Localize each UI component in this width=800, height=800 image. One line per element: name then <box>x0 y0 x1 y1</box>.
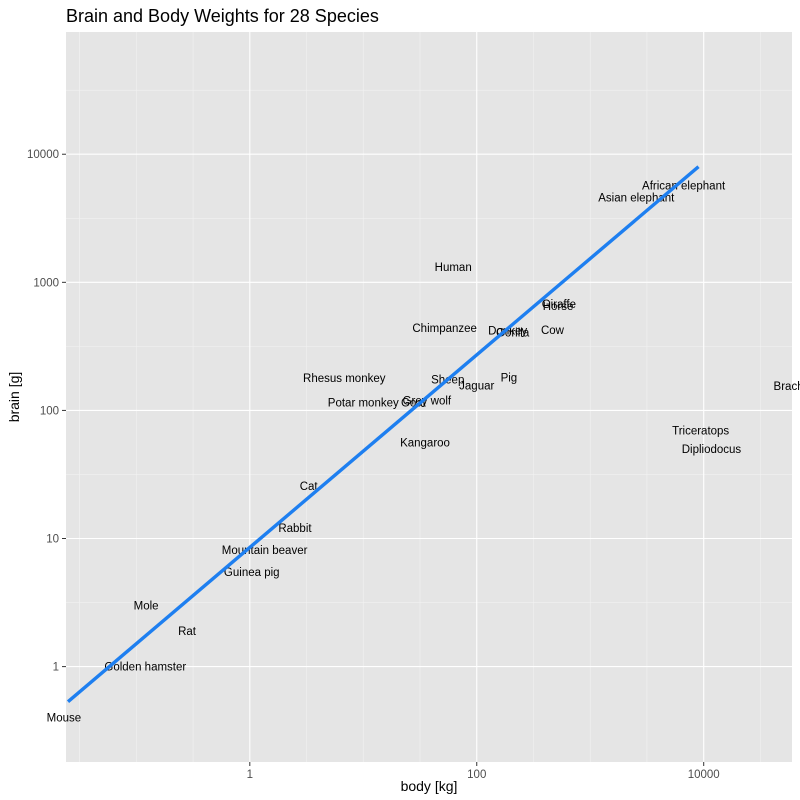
y-tick-label: 100 <box>40 405 59 417</box>
y-tick-label: 1000 <box>33 277 59 289</box>
y-tick-label: 10000 <box>27 149 59 161</box>
x-tick-label: 100 <box>467 769 486 781</box>
point-label: Dipliodocus <box>682 444 742 456</box>
chart-title: Brain and Body Weights for 28 Species <box>66 6 379 26</box>
point-label: Horse <box>543 301 574 313</box>
x-axis-title: body [kg] <box>401 778 458 794</box>
point-label: Potar monkey <box>328 398 399 410</box>
point-label: Grey wolf <box>403 396 452 408</box>
point-label: Mole <box>134 600 159 612</box>
point-label: Jaguar <box>459 380 494 392</box>
fit-line-layer <box>66 165 700 703</box>
minor-gridlines <box>66 32 792 762</box>
point-label: Rat <box>178 626 197 638</box>
point-label: Rabbit <box>278 523 312 535</box>
fit-line <box>66 165 700 703</box>
point-label: Golden hamster <box>104 662 186 674</box>
point-label: Brachiosaurus <box>774 381 800 393</box>
point-label: Chimpanzee <box>412 323 477 335</box>
point-label: Rhesus monkey <box>303 373 386 385</box>
y-axis-title: brain [g] <box>6 372 22 423</box>
x-axis: 1 100 10000 <box>247 762 720 781</box>
point-label: Guinea pig <box>224 567 280 579</box>
point-label: Human <box>435 262 472 274</box>
point-label: Mouse <box>47 713 82 725</box>
point-label: Cow <box>541 325 565 337</box>
y-tick-label: 10 <box>46 534 59 546</box>
major-gridlines <box>66 32 792 762</box>
point-label: Cat <box>300 481 319 493</box>
point-label: Pig <box>501 373 518 385</box>
y-axis: 1 10 100 1000 10000 <box>27 149 66 674</box>
x-tick-label: 1 <box>247 769 253 781</box>
x-tick-label: 10000 <box>688 769 720 781</box>
point-label: African elephant <box>642 180 726 192</box>
point-label: Giraffe <box>542 299 576 311</box>
point-label: Triceratops <box>672 425 729 437</box>
y-tick-label: 1 <box>53 662 59 674</box>
point-label: Mountain beaver <box>222 545 308 557</box>
point-label: Kangaroo <box>400 438 450 450</box>
